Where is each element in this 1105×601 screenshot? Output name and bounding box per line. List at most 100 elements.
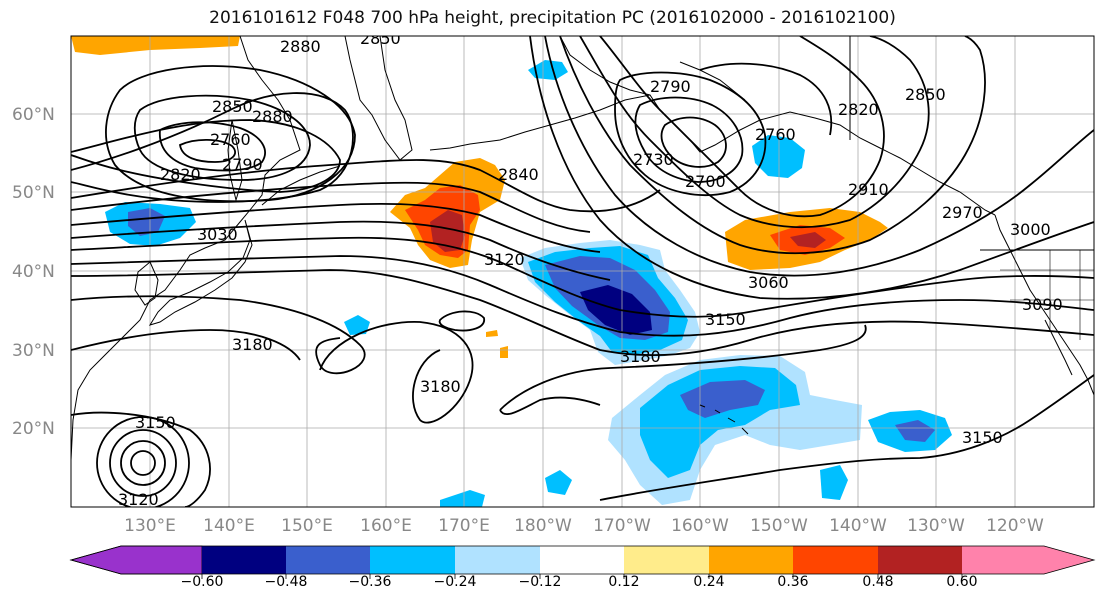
- precip-negative-patch: [440, 490, 485, 507]
- height-contours: [71, 36, 1094, 507]
- contour-label: 2970: [942, 203, 983, 222]
- precip-positive-patch: [486, 330, 498, 337]
- colorbar-tick-label: −0.60: [181, 574, 224, 590]
- height-contour: [599, 374, 1094, 501]
- contour-label: 2880: [252, 107, 293, 126]
- height-contour: [71, 181, 591, 233]
- us-state-lines: [1000, 250, 1094, 340]
- colorbar-tick-label: 0.48: [862, 574, 893, 590]
- precip-negative-patch: [528, 60, 568, 80]
- lon-label: 140°E: [203, 516, 255, 536]
- precip-positive-patch: [500, 346, 508, 358]
- contour-label: 3030: [197, 225, 238, 244]
- contour-label: 3180: [420, 377, 461, 396]
- contour-label: 3120: [484, 250, 525, 269]
- contour-label: 2730: [633, 150, 674, 169]
- colorbar-block: [793, 546, 878, 574]
- colorbar-tick-label: 0.36: [777, 574, 808, 590]
- map-frame: [70, 35, 1095, 508]
- lon-label: 140°W: [829, 516, 887, 536]
- colorbar-tick-label: −0.24: [434, 574, 477, 590]
- height-contour: [529, 36, 1094, 300]
- lon-label: 170°E: [438, 516, 490, 536]
- height-contour: [499, 324, 867, 411]
- contour-label: 3150: [705, 310, 746, 329]
- colorbar-tick-label: −0.48: [265, 574, 308, 590]
- contour-label: 2850: [905, 85, 946, 104]
- contour-label: 3180: [232, 335, 273, 354]
- lat-label: 50°N: [12, 183, 55, 203]
- lat-label: 60°N: [12, 105, 55, 125]
- contour-label: 2840: [498, 165, 539, 184]
- contour-label: 2820: [838, 100, 879, 119]
- height-contour: [71, 202, 601, 253]
- map-plot-area: 2880 2850 2850 2880 2790 2790 2850 2820 …: [71, 29, 1094, 509]
- precip-positive-patch: [790, 232, 826, 248]
- lon-label: 180°W: [514, 516, 572, 536]
- korea-coastline: [134, 261, 159, 306]
- colorbar-tick-label: 0.24: [693, 574, 724, 590]
- height-contour-low: [120, 440, 166, 486]
- height-contour: [71, 159, 661, 213]
- height-contour-low: [130, 450, 156, 476]
- colorbar: [69, 545, 1096, 579]
- colorbar-block: [624, 546, 709, 574]
- height-contour: [599, 36, 885, 218]
- height-contour: [71, 236, 1094, 318]
- colorbar-tick-label: −0.36: [349, 574, 392, 590]
- contour-label: 2760: [755, 125, 796, 144]
- height-contour: [438, 310, 485, 332]
- contour-label: 3150: [962, 428, 1003, 447]
- lat-label: 20°N: [12, 419, 55, 439]
- height-contour: [699, 62, 833, 136]
- height-contour: [71, 295, 366, 375]
- na-west-coastline: [994, 214, 1094, 396]
- colorbar-block: [540, 546, 624, 574]
- colorbar-tick-label: 0.60: [946, 574, 977, 590]
- aleutian-islands: [429, 94, 651, 151]
- colorbar-extend-min: [69, 545, 203, 575]
- precip-negative-patch: [895, 420, 935, 442]
- precip-negative-patch: [680, 380, 765, 418]
- colorbar-block: [878, 546, 962, 574]
- lon-label: 130°E: [124, 516, 176, 536]
- coastlines: [71, 36, 1094, 461]
- height-contour: [660, 116, 727, 168]
- colorbar-block: [286, 546, 370, 574]
- lon-label: 160°W: [671, 516, 729, 536]
- asia-coastline: [71, 36, 301, 461]
- precip-negative-patch: [545, 470, 572, 495]
- lat-label: 40°N: [12, 262, 55, 282]
- contour-label: 2850: [212, 97, 253, 116]
- lon-label: 120°W: [986, 516, 1044, 536]
- colorbar-extend-max: [962, 546, 1094, 574]
- sakhalin-coastline: [227, 119, 243, 202]
- contour-label: 3150: [135, 413, 176, 432]
- contour-label: 2850: [360, 29, 401, 48]
- kamchatka-coastline: [344, 36, 413, 161]
- colorbar-ticks: −0.60 −0.48 −0.36 −0.24 −0.12 0.12 0.24 …: [181, 574, 978, 590]
- precip-shading: [71, 36, 952, 507]
- height-contour: [71, 329, 301, 361]
- contour-label: 2820: [160, 165, 201, 184]
- height-contour: [579, 36, 930, 229]
- height-contour: [105, 65, 356, 203]
- precip-negative-patch: [128, 208, 165, 236]
- height-contour: [71, 255, 1094, 337]
- alaska-coastline: [559, 36, 996, 216]
- colorbar-block: [455, 546, 540, 574]
- lon-label: 130°W: [907, 516, 965, 536]
- colorbar-block: [370, 546, 455, 574]
- lon-label: 170°W: [593, 516, 651, 536]
- height-contour: [179, 138, 236, 163]
- colorbar-tick-label: −0.12: [519, 574, 562, 590]
- kuril-islands: [261, 165, 341, 206]
- lon-label: 160°E: [360, 516, 412, 536]
- contour-label: 3120: [118, 490, 159, 509]
- contour-labels: 2880 2850 2850 2880 2790 2790 2850 2820 …: [118, 29, 1063, 509]
- precip-negative-patch: [344, 315, 370, 335]
- height-contour: [319, 321, 474, 424]
- precip-negative-patch: [580, 285, 652, 335]
- precip-positive-patch: [430, 210, 465, 252]
- hawaii-islands: [699, 404, 749, 435]
